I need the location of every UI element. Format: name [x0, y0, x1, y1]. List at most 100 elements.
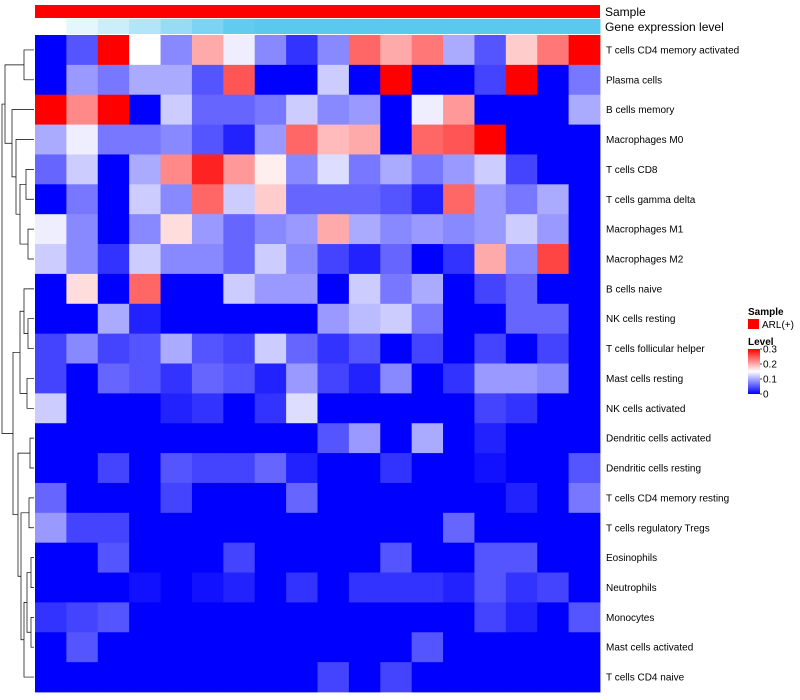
heatmap-cell — [35, 482, 67, 514]
heatmap-cell — [191, 184, 224, 215]
heatmap-cell — [66, 303, 99, 335]
heatmap-cell — [317, 662, 350, 693]
heatmap-cell — [223, 423, 256, 454]
heatmap-cell — [66, 124, 99, 155]
heatmap-cell — [97, 423, 130, 454]
gene-track-cell — [443, 19, 475, 34]
legend-tick-label: 0.2 — [763, 360, 777, 371]
heatmap-cell — [223, 363, 256, 394]
heatmap-cell — [443, 273, 475, 305]
dendrogram-branch — [28, 497, 34, 529]
heatmap-cell — [317, 303, 350, 335]
heatmap-cell — [66, 244, 99, 275]
dendrogram-branch — [19, 310, 27, 394]
heatmap-cell — [254, 214, 287, 245]
heatmap-cell — [254, 572, 287, 603]
heatmap-cell — [505, 333, 538, 364]
heatmap-cell — [317, 154, 350, 185]
heatmap-cell — [568, 124, 601, 155]
row-label: T cells regulatory Tregs — [606, 523, 710, 534]
heatmap-cell — [348, 602, 381, 633]
heatmap-cell — [223, 273, 256, 305]
row-labels: T cells CD4 memory activated Plasma cells… — [606, 45, 739, 683]
heatmap-cell — [129, 542, 161, 573]
heatmap-cell — [568, 423, 601, 454]
sample-track-label: Sample — [605, 5, 646, 19]
heatmap-cell — [317, 393, 350, 424]
heatmap-cell — [191, 214, 224, 245]
heatmap-cell — [286, 482, 318, 514]
heatmap-cell — [160, 303, 193, 335]
heatmap-cell — [568, 244, 601, 275]
heatmap-cell — [191, 154, 224, 185]
heatmap-cell — [443, 542, 475, 573]
heatmap-cell — [160, 94, 193, 125]
heatmap-cell — [97, 244, 130, 275]
heatmap-cell — [223, 35, 256, 66]
heatmap-cell — [537, 393, 570, 424]
heatmap-cell — [97, 632, 130, 663]
heatmap-cell — [317, 244, 350, 275]
heatmap-cell — [35, 393, 67, 424]
heatmap-cell — [474, 184, 507, 215]
heatmap-cell — [223, 542, 256, 573]
gene-track-cell — [129, 19, 162, 34]
heatmap-cell — [568, 94, 601, 125]
heatmap-cell — [160, 423, 193, 454]
heatmap-cell — [191, 273, 224, 305]
heatmap-cell — [254, 244, 287, 275]
heatmap-cell — [129, 303, 161, 335]
heatmap-cell — [191, 35, 224, 66]
row-label: Eosinophils — [606, 553, 657, 564]
heatmap-cell — [129, 333, 161, 364]
heatmap-cell — [380, 273, 413, 305]
heatmap-cell — [380, 482, 413, 514]
heatmap-cell — [160, 512, 193, 544]
row-label: NK cells activated — [606, 404, 685, 415]
gene-track-cell — [254, 19, 287, 34]
heatmap-cell — [66, 482, 99, 514]
heatmap-cell — [568, 333, 601, 364]
heatmap-cell — [254, 184, 287, 215]
heatmap-cell — [568, 393, 601, 424]
heatmap-cell — [35, 64, 67, 96]
heatmap-cell — [443, 333, 475, 364]
heatmap-cell — [160, 124, 193, 155]
heatmap-cell — [254, 482, 287, 514]
heatmap-cell — [286, 244, 318, 275]
heatmap-cell — [97, 363, 130, 394]
heatmap-cell — [380, 184, 413, 215]
heatmap-cell — [254, 602, 287, 633]
heatmap-cell — [160, 35, 193, 66]
heatmap-cell — [380, 244, 413, 275]
heatmap-cell — [537, 214, 570, 245]
heatmap-cell — [505, 542, 538, 573]
heatmap-cell — [286, 423, 318, 454]
heatmap-cell — [474, 602, 507, 633]
heatmap-cell — [223, 482, 256, 514]
row-label: T cells CD4 memory activated — [606, 45, 739, 56]
gene-track-cell — [505, 19, 538, 34]
heatmap-cell — [191, 244, 224, 275]
heatmap-cell — [380, 154, 413, 185]
heatmap-cell — [317, 333, 350, 364]
heatmap-cell — [380, 333, 413, 364]
heatmap-cell — [537, 154, 570, 185]
heatmap-cell — [411, 542, 444, 573]
heatmap-cell — [474, 154, 507, 185]
heatmap-cell — [537, 64, 570, 96]
heatmap-cell — [129, 453, 161, 484]
heatmap-cell — [317, 64, 350, 96]
dendrogram-branch — [15, 139, 34, 215]
heatmap-cell — [66, 572, 99, 603]
heatmap-cell — [35, 154, 67, 185]
heatmap-cell — [443, 94, 475, 125]
heatmap-cell — [254, 333, 287, 364]
heatmap-cell — [35, 303, 67, 335]
dendrogram-branch — [29, 437, 34, 469]
heatmap-cell — [35, 423, 67, 454]
heatmap-cell — [35, 662, 67, 693]
heatmap-cell — [411, 94, 444, 125]
heatmap-cell — [443, 154, 475, 185]
heatmap-cell — [286, 333, 318, 364]
